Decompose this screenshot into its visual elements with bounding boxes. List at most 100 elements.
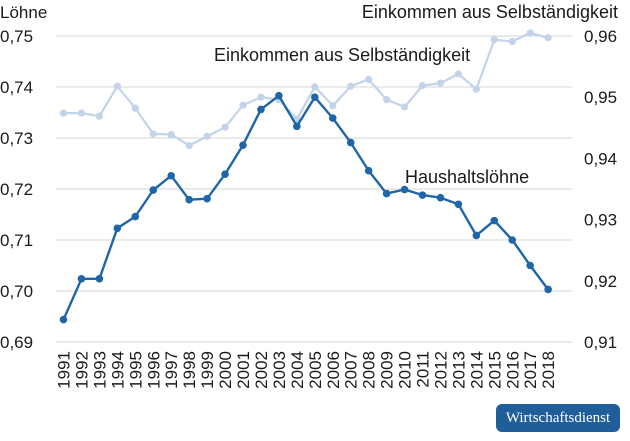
data-point [508, 236, 517, 244]
data-point [149, 130, 157, 138]
x-tick-label: 2013 [449, 351, 468, 389]
data-point [221, 123, 229, 131]
data-point [544, 34, 552, 42]
x-tick-label: 2007 [342, 351, 361, 389]
data-point [167, 130, 175, 139]
annotation-haushaltsloehne: Haushaltslöhne [405, 167, 529, 187]
data-point [239, 101, 247, 109]
x-tick-label: 2005 [306, 351, 325, 389]
x-tick-label: 1991 [55, 351, 74, 389]
data-point [454, 200, 463, 209]
x-tick-label: 1997 [162, 351, 181, 389]
x-tick-label: 2015 [485, 351, 504, 389]
x-tick-label: 2011 [414, 351, 433, 388]
x-tick-label: 1999 [198, 351, 217, 389]
data-point [346, 138, 355, 147]
series-haushaltsloehne [59, 91, 552, 324]
x-tick-label: 2002 [252, 351, 271, 389]
data-point [418, 81, 427, 90]
data-point [203, 194, 211, 203]
x-tick-label: 2012 [431, 351, 450, 389]
data-point [131, 212, 140, 221]
data-point [59, 315, 68, 324]
wirtschaftsdienst-logo: Wirtschaftsdienst [496, 404, 620, 432]
series-line [63, 31, 549, 147]
x-tick-label: 2006 [324, 351, 343, 389]
x-tick-label: 1995 [126, 351, 145, 389]
data-point [329, 102, 337, 110]
data-point [526, 261, 534, 270]
data-point [221, 170, 229, 179]
x-tick-label: 2004 [288, 351, 307, 389]
right-axis-label: Einkommen aus Selbständigkeit [362, 2, 618, 22]
x-tick-label: 2009 [378, 351, 397, 389]
data-point [77, 109, 86, 117]
left-tick-label: 0,73 [0, 129, 33, 148]
data-point [95, 274, 104, 283]
right-tick-label: 0,94 [584, 149, 617, 168]
data-point [77, 274, 86, 283]
left-tick-label: 0,75 [0, 27, 33, 46]
data-point [526, 29, 534, 37]
gridlines [56, 35, 572, 343]
data-point [131, 104, 139, 112]
data-point [383, 96, 391, 104]
data-point [472, 231, 481, 240]
data-point [436, 79, 445, 87]
data-point [400, 185, 409, 194]
x-tick-label: 2001 [234, 351, 253, 389]
data-point [328, 114, 337, 122]
data-point [436, 193, 445, 202]
right-tick-label: 0,91 [584, 333, 617, 352]
left-tick-label: 0,71 [0, 231, 33, 250]
left-tick-label: 0,74 [0, 78, 33, 97]
right-axis-ticks: 0,91 0,92 0,93 0,94 0,95 0,96 [584, 27, 617, 352]
x-tick-label: 1994 [108, 351, 127, 389]
data-point [275, 91, 283, 100]
data-point [113, 82, 121, 90]
data-point [95, 112, 103, 120]
x-tick-label: 2010 [396, 351, 415, 389]
data-point [365, 75, 373, 84]
data-point [508, 37, 516, 46]
series-einkommen-aus-selbstaendigkeit [59, 29, 552, 150]
data-point [454, 70, 462, 78]
data-point [257, 93, 265, 101]
data-point [113, 224, 122, 233]
data-point [544, 285, 552, 294]
x-tick-label: 1993 [90, 351, 109, 389]
left-axis-label: Löhne [0, 3, 47, 22]
series-line [62, 94, 550, 321]
x-tick-label: 2000 [216, 351, 235, 389]
data-point [472, 85, 480, 93]
right-tick-label: 0,95 [584, 88, 617, 107]
data-point [239, 141, 247, 149]
x-axis-ticks: 1991199219931994199519961997199819992000… [55, 351, 559, 389]
data-point [167, 171, 175, 180]
right-tick-label: 0,92 [584, 272, 617, 291]
x-tick-label: 2016 [503, 351, 522, 389]
x-tick-label: 2003 [270, 351, 289, 389]
data-point [418, 191, 427, 199]
data-point [400, 103, 409, 111]
x-tick-label: 2008 [360, 351, 379, 389]
left-tick-label: 0,70 [0, 282, 33, 301]
annotation-einkommen-aus-selbstaendigkeit: Einkommen aus Selbständigkeit [214, 45, 470, 65]
data-point [347, 82, 355, 90]
left-axis-ticks: 0,69 0,70 0,71 0,72 0,73 0,74 0,75 [0, 27, 33, 352]
data-point [311, 83, 319, 91]
x-tick-label: 2014 [467, 351, 486, 389]
data-point [490, 36, 498, 44]
data-point [185, 195, 193, 204]
right-tick-label: 0,96 [584, 27, 617, 46]
right-tick-label: 0,93 [584, 211, 617, 230]
x-tick-label: 2018 [539, 351, 558, 389]
data-point [203, 132, 211, 140]
data-point [382, 189, 391, 198]
x-tick-label: 2017 [521, 351, 540, 389]
x-tick-label: 1998 [180, 351, 199, 389]
data-point [185, 141, 193, 150]
x-tick-label: 1996 [144, 351, 163, 389]
data-point [149, 186, 158, 194]
